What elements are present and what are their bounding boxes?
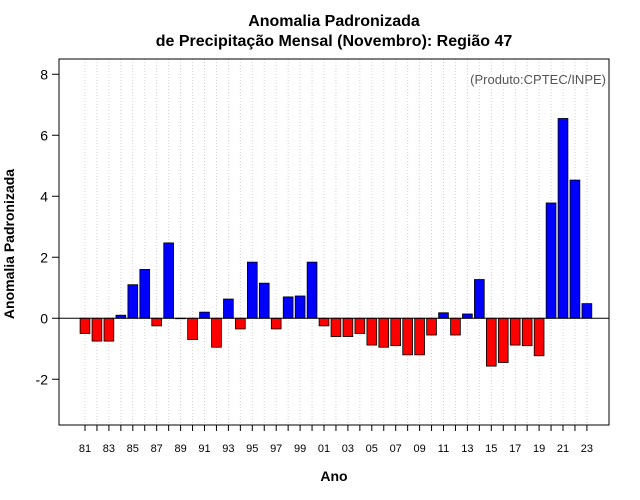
x-tick-label: 99 bbox=[294, 443, 306, 455]
y-axis: -2 0 2 4 6 8 bbox=[36, 66, 59, 387]
bar-2013 bbox=[462, 313, 473, 319]
bar-2011 bbox=[438, 312, 449, 319]
bar-1992 bbox=[211, 317, 222, 348]
bar-2019 bbox=[533, 317, 545, 357]
bar-1993 bbox=[223, 298, 234, 319]
product-annotation: (Produto:CPTEC/INPE) bbox=[470, 72, 606, 87]
bar-1986 bbox=[139, 269, 151, 319]
x-tick-label: 15 bbox=[485, 443, 497, 455]
x-tick-label: 09 bbox=[413, 443, 425, 455]
y-tick-label: 2 bbox=[40, 249, 48, 265]
x-tick-label: 83 bbox=[103, 443, 115, 455]
bar-2020 bbox=[545, 202, 557, 319]
bar-2022 bbox=[569, 179, 581, 319]
y-tick-label: -2 bbox=[36, 371, 49, 387]
x-axis: 81 83 85 87 89 91 93 95 97 99 01 03 05 07 09 11 13 15 17 19… bbox=[79, 425, 593, 455]
bar-2009 bbox=[414, 317, 425, 356]
bar-2006 bbox=[378, 317, 390, 348]
bar-2010 bbox=[426, 317, 437, 336]
x-tick-label: 89 bbox=[174, 443, 186, 455]
chart-title-line-2: de Precipitação Mensal (Novembro): Regiã… bbox=[156, 33, 513, 50]
bar-1997 bbox=[270, 317, 282, 330]
grid bbox=[84, 59, 588, 425]
bars bbox=[79, 118, 593, 367]
x-tick-label: 01 bbox=[318, 443, 330, 455]
bar-1991 bbox=[199, 311, 210, 319]
x-tick-label: 97 bbox=[270, 443, 282, 455]
bar-1988 bbox=[163, 242, 174, 319]
x-axis-label: Ano bbox=[320, 468, 347, 484]
x-tick-label: 81 bbox=[79, 443, 91, 455]
y-tick-label: 8 bbox=[40, 66, 48, 82]
bar-2015 bbox=[486, 317, 497, 367]
bar-1982 bbox=[91, 317, 103, 342]
plot-frame bbox=[58, 58, 610, 426]
x-tick-label: 19 bbox=[533, 443, 545, 455]
y-axis-label: Anomalia Padronizada bbox=[1, 169, 17, 319]
bar-1999 bbox=[294, 295, 306, 319]
x-tick-label: 21 bbox=[557, 443, 569, 455]
bar-2021 bbox=[557, 118, 569, 319]
bar-1983 bbox=[103, 317, 115, 342]
bar-2005 bbox=[366, 317, 378, 346]
bar-2002 bbox=[330, 317, 342, 337]
bar-2018 bbox=[521, 317, 533, 347]
bar-2016 bbox=[497, 317, 509, 363]
x-tick-label: 11 bbox=[438, 443, 449, 455]
chart-title-line-1: Anomalia Padronizada bbox=[248, 13, 420, 30]
bar-1985 bbox=[127, 284, 139, 319]
bar-1994 bbox=[235, 317, 246, 330]
bar-2017 bbox=[509, 317, 521, 346]
bar-1996 bbox=[258, 282, 270, 319]
x-tick-label: 93 bbox=[222, 443, 234, 455]
bar-2000 bbox=[306, 261, 318, 319]
bar-1987 bbox=[151, 317, 162, 327]
bar-2012 bbox=[450, 317, 461, 336]
bar-2023 bbox=[581, 303, 593, 319]
y-tick-label: 0 bbox=[40, 310, 48, 326]
bar-1995 bbox=[247, 261, 258, 319]
y-tick-label: 6 bbox=[40, 127, 48, 143]
bar-2001 bbox=[318, 317, 330, 327]
x-tick-label: 05 bbox=[366, 443, 378, 455]
bar-2007 bbox=[390, 317, 401, 347]
bar-1990 bbox=[187, 317, 198, 341]
x-tick-label: 17 bbox=[509, 443, 521, 455]
x-tick-label: 03 bbox=[342, 443, 354, 455]
bar-2008 bbox=[402, 317, 413, 356]
x-tick-label: 23 bbox=[581, 443, 593, 455]
x-tick-label: 91 bbox=[198, 443, 210, 455]
bar-2003 bbox=[342, 317, 354, 337]
bar-1981 bbox=[79, 317, 91, 334]
x-tick-label: 13 bbox=[461, 443, 473, 455]
y-tick-label: 4 bbox=[40, 188, 48, 204]
bar-1998 bbox=[282, 296, 294, 319]
x-tick-label: 07 bbox=[390, 443, 402, 455]
bar-2004 bbox=[354, 317, 366, 334]
bar-2014 bbox=[474, 279, 485, 319]
x-tick-label: 87 bbox=[151, 443, 163, 455]
x-tick-label: 95 bbox=[246, 443, 258, 455]
x-tick-label: 85 bbox=[127, 443, 139, 455]
